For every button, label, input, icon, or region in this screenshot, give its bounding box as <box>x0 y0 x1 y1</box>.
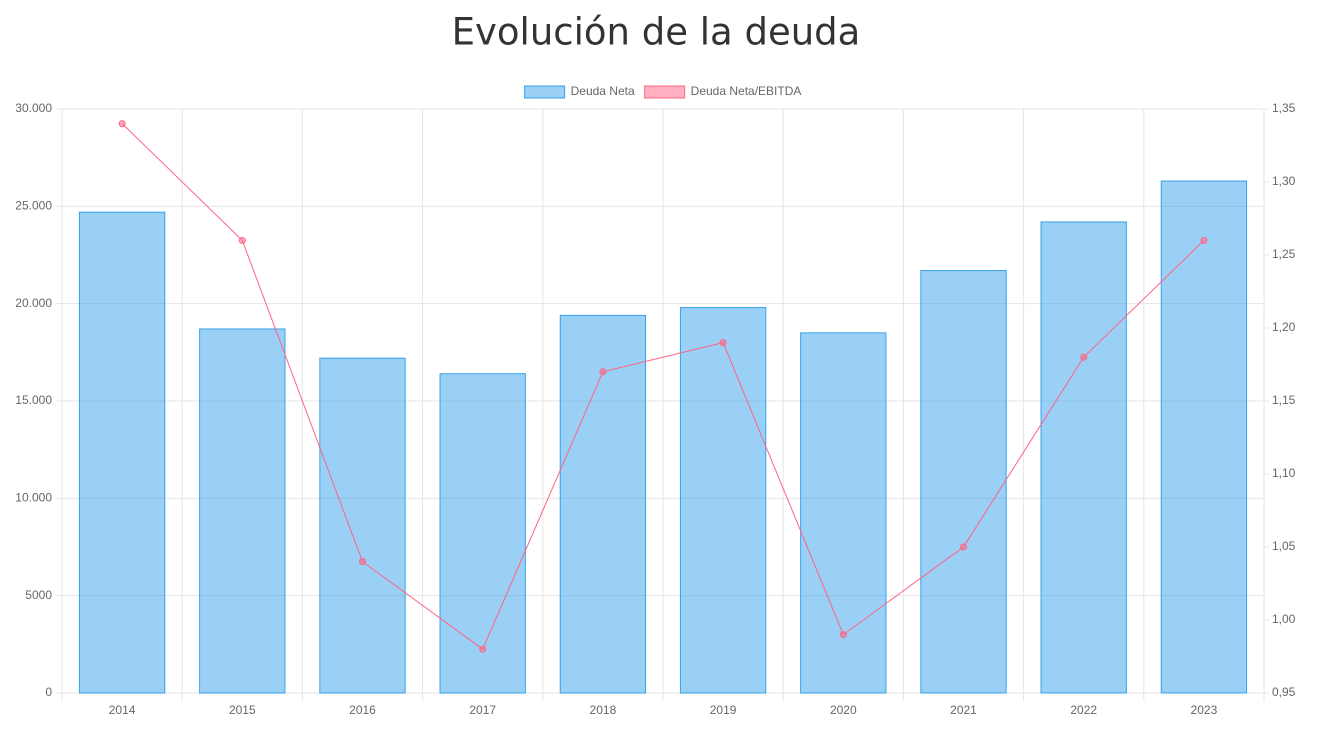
y2-tick-label: 1,30 <box>1272 174 1296 188</box>
line <box>121 123 1205 650</box>
y2-tick-label: 1,05 <box>1272 539 1296 553</box>
bar <box>319 357 406 694</box>
y2-tick-label: 1,10 <box>1272 466 1296 480</box>
point <box>839 631 847 639</box>
chart-title: Evolución de la deuda <box>452 11 861 54</box>
point <box>479 645 487 653</box>
bar <box>439 373 526 694</box>
legend-label: Deuda Neta <box>571 84 635 98</box>
bar <box>1160 180 1248 694</box>
point <box>960 543 967 551</box>
y-tick-label: 25.000 <box>15 199 52 213</box>
point <box>118 120 126 128</box>
point <box>1200 236 1208 244</box>
y2-tick-label: 1,00 <box>1272 612 1296 626</box>
x-tick-label: 2020 <box>830 703 857 717</box>
y2-tick-label: 1,15 <box>1272 393 1296 407</box>
bar <box>679 307 767 694</box>
x-tick-label: 2021 <box>950 703 977 717</box>
x-tick-label: 2014 <box>109 703 136 717</box>
x-tick-label: 2019 <box>710 703 737 717</box>
legend-label: Deuda Neta/EBITDA <box>691 84 802 98</box>
y-tick-label: 15.000 <box>15 393 52 407</box>
y2-tick-label: 0,95 <box>1272 685 1296 699</box>
legend-swatch <box>644 85 686 99</box>
y2-tick-label: 1,25 <box>1272 247 1296 261</box>
bar <box>199 328 286 694</box>
point <box>238 236 246 244</box>
x-tick-label: 2018 <box>590 703 617 717</box>
bar <box>800 332 887 694</box>
bar <box>559 314 647 694</box>
y-tick-label: 20.000 <box>15 296 52 310</box>
bar <box>1040 221 1127 694</box>
point <box>599 368 607 376</box>
y-tick-label: 30.000 <box>15 101 52 115</box>
legend-swatch <box>524 85 566 99</box>
bar <box>78 211 166 694</box>
x-tick-label: 2023 <box>1191 703 1218 717</box>
bar <box>920 270 1007 694</box>
point <box>1080 353 1088 361</box>
x-tick-label: 2016 <box>349 703 376 717</box>
x-tick-label: 2015 <box>229 703 256 717</box>
y-tick-label: 5000 <box>25 588 52 602</box>
x-tick-label: 2017 <box>469 703 496 717</box>
y2-tick-label: 1,20 <box>1272 320 1296 334</box>
y-tick-label: 0 <box>45 685 52 699</box>
point <box>719 339 727 347</box>
y-tick-label: 10.000 <box>15 491 52 505</box>
point <box>359 558 366 566</box>
x-tick-label: 2022 <box>1070 703 1097 717</box>
y2-tick-label: 1,35 <box>1272 101 1296 115</box>
